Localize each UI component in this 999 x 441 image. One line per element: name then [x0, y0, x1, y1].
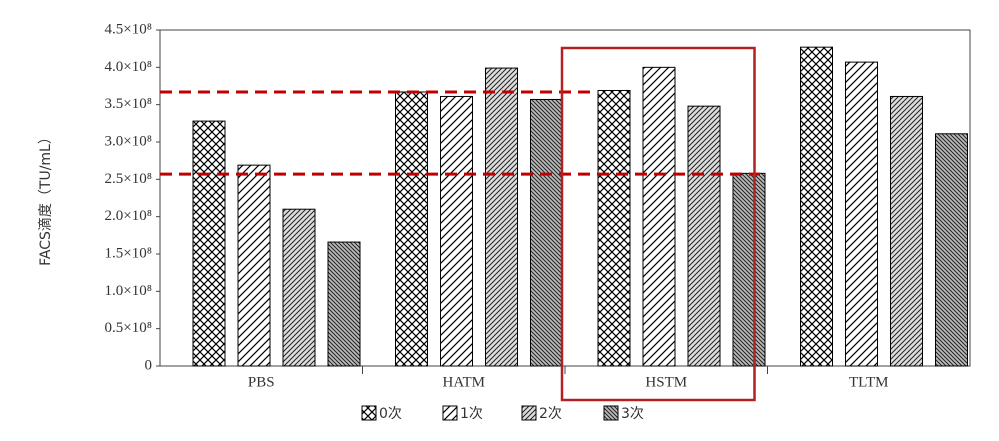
y-tick-label: 2.5×10⁸: [105, 171, 152, 187]
legend-swatch: [603, 405, 619, 421]
y-tick-label: 0.5×10⁸: [105, 320, 152, 336]
y-tick-label: 1.0×10⁸: [105, 283, 152, 299]
x-tick-label: HATM: [442, 374, 485, 390]
y-axis-label: FACS滴度（TU/mL）: [37, 130, 54, 266]
legend-label: 0次: [379, 406, 402, 422]
bar: [327, 241, 361, 367]
bar: [642, 66, 676, 367]
y-tick-label: 3.5×10⁸: [105, 96, 152, 112]
y-tick-label: 2.0×10⁸: [105, 208, 152, 224]
legend-swatch: [521, 405, 537, 421]
x-tick-label: HSTM: [645, 374, 687, 390]
y-tick-label: 1.5×10⁸: [105, 245, 152, 261]
bar: [687, 105, 721, 367]
bar: [485, 67, 518, 367]
y-tick-label: 0: [145, 357, 153, 373]
y-tick-label: 4.5×10⁸: [105, 21, 152, 37]
bar: [440, 95, 473, 367]
highlight-box: [560, 46, 756, 402]
x-tick-label: TLTM: [849, 374, 888, 390]
legend-label: 3次: [621, 406, 644, 422]
bar: [597, 89, 631, 367]
y-tick-label: 4.0×10⁸: [105, 59, 152, 75]
legend-swatch: [442, 405, 458, 421]
legend-label: 1次: [460, 406, 483, 422]
bar: [530, 98, 563, 367]
bar: [282, 208, 316, 367]
bar: [890, 95, 923, 367]
bar: [237, 164, 271, 367]
x-tick-label: PBS: [248, 374, 275, 390]
legend-label: 2次: [539, 406, 562, 422]
bar: [732, 172, 766, 367]
y-tick-label: 3.0×10⁸: [105, 133, 152, 149]
bar: [800, 46, 833, 367]
legend-swatch: [361, 405, 377, 421]
bar: [192, 120, 226, 367]
bar: [935, 133, 968, 367]
bar: [845, 61, 878, 367]
bar: [395, 91, 428, 367]
